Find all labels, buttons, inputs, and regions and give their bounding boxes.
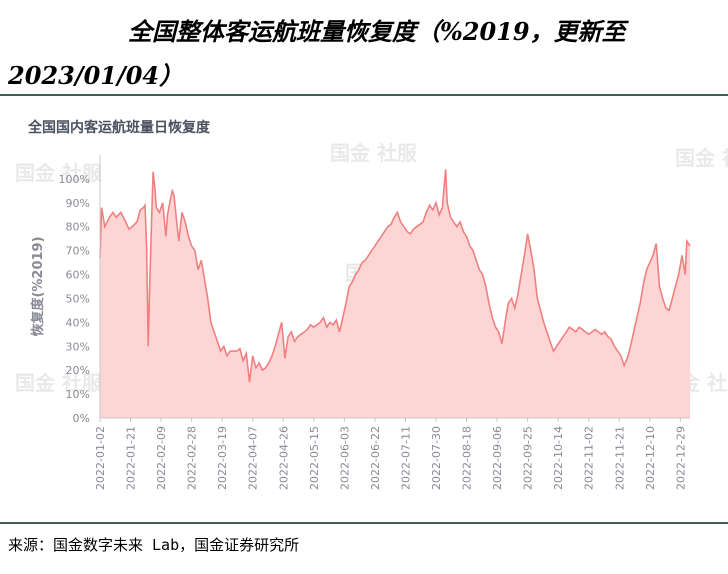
x-tick-label: 2022-12-10 [644, 426, 657, 490]
x-tick-label: 2022-07-11 [399, 426, 412, 490]
x-tick-label: 2022-06-22 [369, 426, 382, 490]
y-tick-label: 70% [66, 245, 90, 258]
x-tick-label: 2022-07-30 [430, 426, 443, 490]
x-tick-label: 2022-04-07 [247, 426, 260, 490]
y-tick-label: 90% [66, 197, 90, 210]
watermark-text: 国金 社服 [330, 141, 418, 165]
x-tick-label: 2022-08-18 [461, 426, 474, 490]
x-tick-label: 2022-01-21 [125, 426, 138, 490]
x-tick-label: 2022-09-06 [491, 426, 504, 490]
report-title-line1: 全国整体客运航班量恢复度（%2019，更新至 [128, 17, 626, 46]
x-tick-label: 2022-02-28 [186, 426, 199, 490]
y-tick-label: 0% [73, 412, 90, 425]
y-tick-label: 100% [59, 173, 90, 186]
watermark-text: 国金 社服 [675, 146, 728, 170]
y-tick-label: 40% [66, 316, 90, 329]
report-title: 全国整体客运航班量恢复度（%2019，更新至 2023/01/04） [0, 6, 728, 94]
y-tick-label: 10% [66, 388, 90, 401]
watermark-text: 国金 社服 [15, 161, 103, 185]
x-axis: 2022-01-02 2022-01-21 2022-02-09 2022-02-28… [94, 417, 690, 490]
source-note: 来源：国金数字未来 Lab，国金证券研究所 [8, 536, 300, 554]
bottom-divider [0, 522, 728, 524]
x-tick-label: 2022-09-25 [522, 426, 535, 490]
y-tick-label: 50% [66, 292, 90, 305]
x-tick-label: 2022-11-02 [583, 426, 596, 490]
x-tick-label: 2022-04-26 [277, 426, 290, 490]
x-tick-label: 2022-11-21 [613, 426, 626, 490]
top-divider [0, 94, 728, 96]
y-tick-label: 20% [66, 364, 90, 377]
report-title-line2: 2023/01/04） [8, 61, 184, 90]
series-line [99, 169, 691, 383]
y-tick-label: 60% [66, 269, 90, 282]
x-tick-label: 2022-03-19 [216, 426, 229, 490]
y-tick-label: 80% [66, 221, 90, 234]
y-axis-label: 恢复度(%2019) [30, 236, 46, 336]
x-tick-label: 2022-12-29 [674, 426, 687, 490]
watermark-text: 国金 社服 [15, 371, 103, 395]
x-tick-label: 2022-05-15 [308, 426, 321, 490]
x-tick-label: 2022-02-09 [155, 426, 168, 490]
x-tick-label: 2022-06-03 [338, 426, 351, 490]
series-area-fill [100, 169, 690, 418]
x-tick-label: 2022-10-14 [552, 426, 565, 490]
y-tick-label: 30% [66, 340, 90, 353]
chart-title: 全国国内客运航班量日恢复度 [28, 120, 210, 136]
y-axis: 0% 10% 20% 30% 40% 50% 60% 70% 80% 90% 100% [59, 155, 101, 425]
x-tick-label: 2022-01-02 [94, 426, 107, 490]
